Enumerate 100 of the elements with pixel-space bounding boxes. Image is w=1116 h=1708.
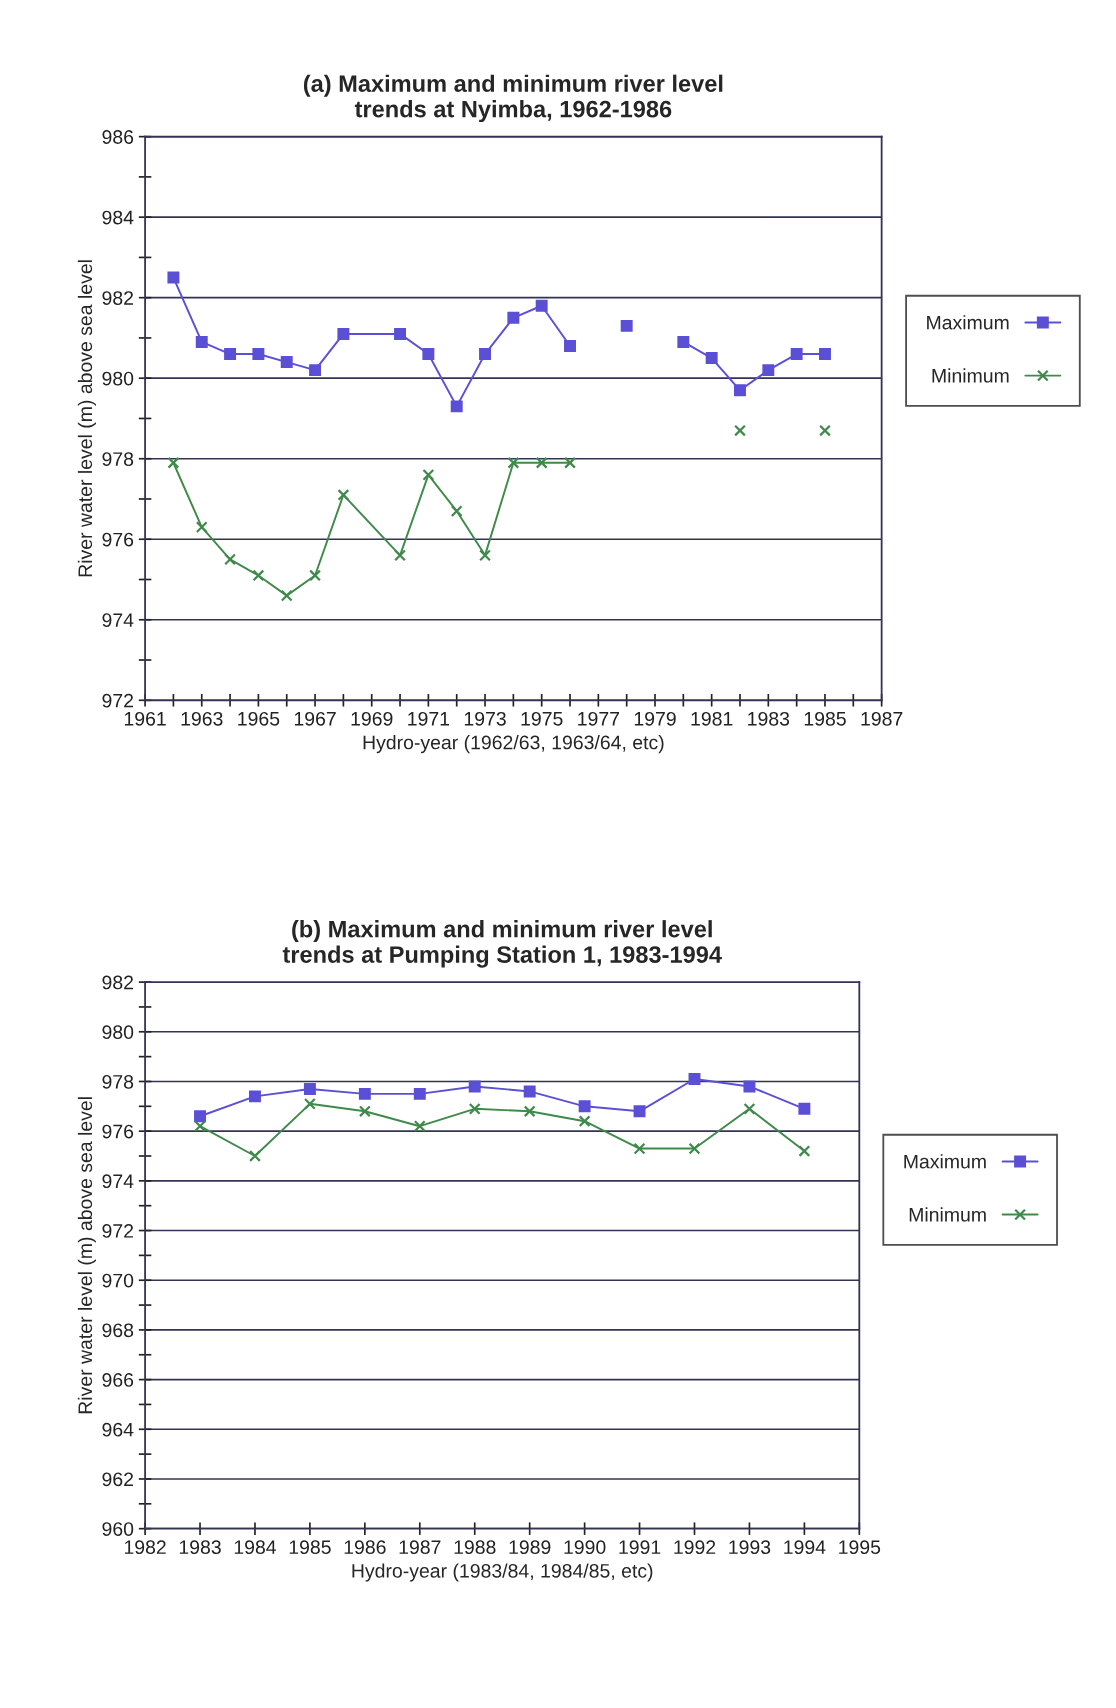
- point: [252, 348, 265, 361]
- point: [195, 336, 208, 348]
- point: [633, 1142, 646, 1155]
- point: [734, 384, 746, 397]
- legend-label: Minimum: [932, 368, 1009, 383]
- point: [743, 1102, 756, 1115]
- y-tick-label: 970: [102, 1273, 134, 1288]
- x-tick-label: 1986: [344, 1540, 386, 1555]
- x-axis-title: Hydro-year (1983/84, 1984/85, etc): [352, 1563, 653, 1582]
- point: [303, 1082, 316, 1095]
- point: [224, 553, 237, 566]
- x-tick-label: 1967: [294, 711, 336, 726]
- point: [677, 336, 690, 348]
- point: [564, 340, 576, 352]
- x-tick-label: 1979: [634, 711, 676, 726]
- point: [507, 456, 520, 469]
- point: [224, 348, 237, 361]
- x-tick-label: 1971: [408, 711, 450, 726]
- x-tick-label: 1983: [748, 711, 790, 726]
- point: [309, 364, 322, 377]
- point: [790, 348, 803, 361]
- point: [535, 299, 548, 312]
- x-tick-label: 1983: [179, 1540, 221, 1555]
- y-tick-label: 986: [102, 130, 134, 144]
- point: [280, 356, 293, 369]
- point: [337, 327, 350, 340]
- point: [798, 1102, 811, 1115]
- y-tick-label: 984: [102, 210, 134, 225]
- y-axis-title: River water level (m) above sea level: [77, 260, 96, 577]
- x-tick-label: 1977: [578, 711, 619, 726]
- x-tick-label: 1990: [564, 1540, 606, 1555]
- y-tick-label: 974: [102, 613, 134, 627]
- point: [535, 456, 548, 469]
- y-tick-label: 960: [102, 1522, 134, 1536]
- point: [167, 456, 180, 469]
- x-tick-label: 1991: [619, 1540, 661, 1555]
- y-tick-label: 978: [102, 452, 134, 466]
- y-tick-label: 972: [102, 693, 133, 708]
- point: [620, 319, 633, 332]
- point: [578, 1100, 591, 1113]
- point: [252, 569, 265, 582]
- legend-label: Minimum: [909, 1207, 986, 1222]
- point: [248, 1090, 261, 1103]
- x-tick-label: 1961: [124, 711, 166, 726]
- point: [705, 352, 718, 365]
- y-tick-label: 982: [102, 975, 133, 990]
- chart-title: (a) Maximum and minimum river level trends at Nyimba, 1962-1986: [303, 74, 723, 123]
- point: [337, 488, 350, 501]
- y-tick-label: 962: [102, 1472, 133, 1487]
- x-tick-label: 1975: [521, 711, 563, 726]
- y-tick-label: 972: [102, 1224, 133, 1238]
- x-tick-label: 1963: [181, 711, 223, 726]
- point: [523, 1105, 536, 1118]
- point: [422, 348, 435, 361]
- point: [479, 549, 491, 562]
- x-tick-label: 1995: [839, 1540, 881, 1555]
- point: [468, 1102, 481, 1115]
- point: [394, 327, 407, 340]
- point: [194, 1110, 206, 1123]
- x-tick-label: 1965: [238, 711, 280, 726]
- x-tick-label: 1982: [124, 1540, 166, 1555]
- point: [394, 549, 407, 562]
- x-axis-title: Hydro-year (1962/63, 1963/64, etc): [363, 735, 664, 754]
- legend-label: Maximum: [904, 1154, 986, 1169]
- point: [819, 424, 831, 437]
- point: [578, 1115, 591, 1128]
- point: [798, 1145, 811, 1158]
- point: [195, 521, 208, 534]
- y-tick-label: 982: [102, 291, 133, 305]
- x-tick-label: 1987: [399, 1540, 441, 1555]
- x-tick-label: 1985: [804, 711, 846, 726]
- point: [248, 1150, 261, 1162]
- x-tick-label: 1994: [784, 1540, 826, 1555]
- x-tick-label: 1989: [509, 1540, 551, 1555]
- y-tick-label: 966: [102, 1373, 134, 1387]
- point: [450, 505, 463, 518]
- point: [688, 1142, 701, 1155]
- point: [194, 1120, 206, 1133]
- chart-title: (b) Maximum and minimum river level trends at Pumping Station 1, 1983-1994: [282, 920, 722, 968]
- y-tick-label: 980: [102, 1025, 134, 1040]
- y-tick-label: 964: [102, 1422, 134, 1437]
- point: [479, 348, 491, 361]
- point: [633, 1105, 646, 1118]
- point: [564, 456, 576, 469]
- y-tick-label: 974: [102, 1174, 134, 1189]
- point: [413, 1087, 426, 1100]
- x-tick-label: 1985: [289, 1540, 331, 1555]
- point: [358, 1087, 371, 1100]
- y-tick-label: 976: [102, 1124, 134, 1139]
- legend-label: Maximum: [927, 315, 1009, 330]
- point: [743, 1080, 756, 1093]
- point: [819, 348, 831, 361]
- point: [358, 1105, 371, 1118]
- y-tick-label: 980: [102, 371, 134, 386]
- y-tick-label: 976: [102, 532, 134, 547]
- x-tick-label: 1987: [861, 711, 903, 726]
- point: [688, 1073, 701, 1085]
- y-tick-label: 978: [102, 1074, 134, 1089]
- point: [422, 468, 435, 481]
- point: [762, 364, 775, 377]
